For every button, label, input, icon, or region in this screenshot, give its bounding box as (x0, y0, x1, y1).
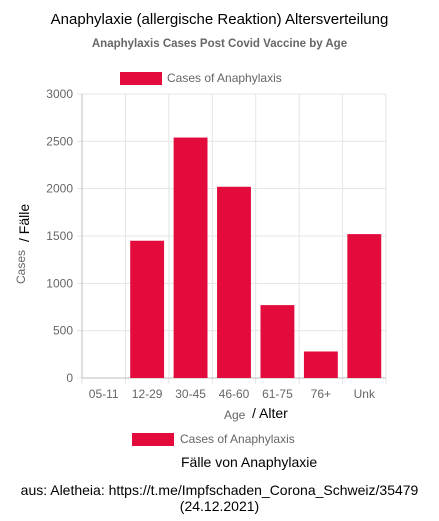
chart-title: Anaphylaxis Cases Post Covid Vaccine by … (91, 38, 348, 50)
legend-label-german: Fälle von Anaphylaxie (181, 454, 318, 470)
x-axis-label-german: / Alter (252, 405, 288, 421)
x-tick-label: 46-60 (219, 387, 250, 401)
x-tick-label: 05-11 (89, 387, 119, 401)
y-tick-label: 500 (53, 324, 73, 338)
chart-headline: Anaphylaxie (allergische Reaktion) Alter… (50, 11, 389, 28)
bar-30-45 (173, 137, 208, 378)
source-date: (24.12.2021) (179, 498, 260, 514)
y-tick-label: 0 (66, 371, 73, 385)
x-tick-label: Unk (354, 387, 376, 401)
x-tick-label: 12-29 (132, 387, 163, 401)
y-tick-label: 3000 (46, 87, 73, 101)
bar-61-75 (260, 305, 295, 378)
x-tick-label: 61-75 (262, 387, 293, 401)
legend-swatch-bottom (132, 433, 174, 446)
legend-swatch-top (120, 72, 162, 85)
bar-76+ (303, 351, 338, 378)
source-line: aus: Aletheia: https://t.me/Impfschaden_… (20, 482, 419, 498)
x-axis-label: Age (224, 408, 246, 422)
bar-12-29 (130, 240, 165, 378)
legend-label-top: Cases of Anaphylaxis (167, 71, 282, 85)
legend-label-bottom: Cases of Anaphylaxis (180, 432, 295, 446)
x-tick-label: 30-45 (175, 387, 206, 401)
y-tick-label: 1500 (46, 229, 73, 243)
bar-Unk (347, 234, 382, 378)
y-axis-label-german: / Fälle (16, 203, 32, 242)
y-tick-label: 1000 (46, 276, 73, 290)
x-tick-label: 76+ (311, 387, 331, 401)
bars (130, 137, 382, 378)
y-tick-label: 2000 (46, 182, 73, 196)
ticks: 0 500 1000 1500 2000 2500 3000 05-11 12-29 30-45 4… (46, 87, 376, 401)
y-tick-label: 2500 (46, 134, 73, 148)
bar-46-60 (217, 186, 251, 378)
y-axis-label: Cases (14, 249, 28, 284)
